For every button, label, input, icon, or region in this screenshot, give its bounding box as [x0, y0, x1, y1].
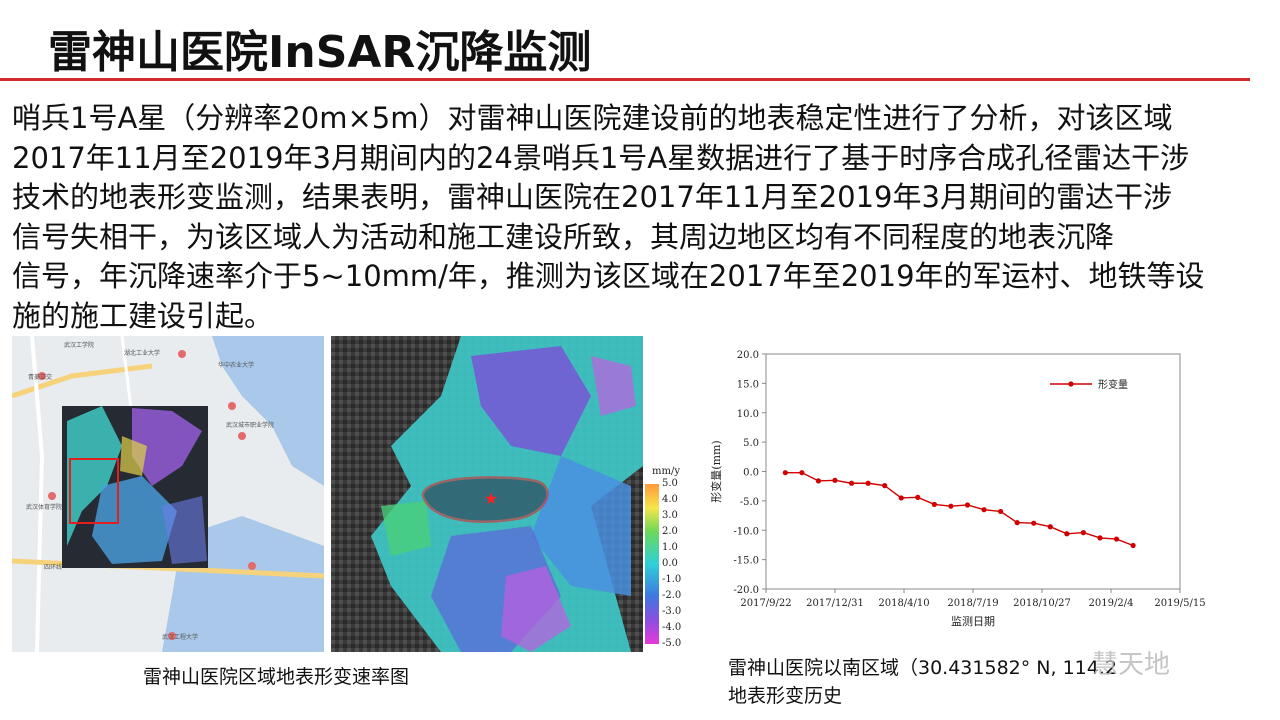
map-label: 武汉工程大学 — [162, 634, 199, 641]
colorbar-tick-label: 5.0 — [662, 478, 678, 489]
map-label: 武汉城市职业学院 — [226, 422, 275, 429]
data-point — [964, 502, 971, 508]
body-line: 施的施工建设引起。 — [12, 298, 274, 333]
body-line: 信号失相干，为该区域人为活动和施工建设所致，其周边地区均有不同程度的地表沉降 — [12, 219, 1115, 254]
data-point — [915, 494, 921, 500]
data-point — [1031, 520, 1037, 526]
colorbar-tick-label: 2.0 — [662, 526, 678, 537]
svg-text:★: ★ — [484, 489, 498, 508]
colorbar — [645, 484, 659, 644]
x-tick-label: 2018/7/19 — [947, 598, 998, 609]
map-label: 武汉体育学院 — [26, 504, 63, 511]
watermark: 慧天地 — [1092, 650, 1171, 680]
map-graphic — [12, 336, 324, 652]
data-point — [898, 495, 904, 501]
title-underline — [0, 78, 1250, 81]
data-point — [1014, 520, 1020, 526]
y-tick-label: -20.0 — [733, 585, 759, 596]
data-point — [815, 478, 822, 484]
body-line: 技术的地表形变监测，结果表明，雷神山医院在2017年11月至2019年3月期间的… — [12, 180, 1172, 214]
y-tick-label: 20.0 — [737, 350, 759, 361]
body-line: 2017年11月至2019年3月期间内的24景哨兵1号A星数据进行了基于时序合成… — [12, 140, 1190, 175]
data-point — [1113, 536, 1120, 542]
colorbar-tick-label: 1.0 — [662, 542, 678, 553]
body-text: 哨兵1号A星（分辨率20m×5m）对雷神山医院建设前的地表稳定性进行了分析，对该… — [12, 99, 1262, 336]
colorbar-tick-label: -4.0 — [662, 622, 682, 633]
colorbar-tick-label: 3.0 — [662, 510, 678, 521]
map-label: 四环线 — [44, 564, 63, 571]
body-line: 哨兵1号A星（分辨率20m×5m）对雷神山医院建设前的地表稳定性进行了分析，对该… — [12, 101, 1173, 135]
x-tick-label: 2017/12/31 — [806, 598, 864, 609]
area-map-image: 武汉工学院 湖北工业大学 青菱立交 华中农业大学 武汉城市职业学院 武汉体育学院… — [12, 336, 324, 652]
deformation-graphic: ★ — [331, 336, 643, 652]
x-tick-label: 2019/2/4 — [1089, 598, 1134, 609]
y-tick-label: 15.0 — [737, 379, 759, 390]
data-point — [882, 483, 888, 489]
right-figure-caption: 雷神山医院以南区域（30.431582° N, 114.2 地表形变历史 — [728, 654, 1117, 710]
slide-title: 雷神山医院InSAR沉降监测 — [48, 27, 592, 78]
legend-marker — [1068, 381, 1074, 387]
legend-label: 形变量 — [1098, 378, 1128, 391]
data-point — [931, 501, 937, 507]
y-tick-label: 0.0 — [743, 468, 759, 479]
y-tick-label: 5.0 — [743, 438, 759, 449]
colorbar-tick-label: -3.0 — [662, 606, 682, 617]
map-label: 华中农业大学 — [218, 362, 255, 369]
deformation-chart: 20.0 15.0 10.0 5.0 0.0 -5.0 -10.0 -15.0 -20.0 201… — [709, 350, 1206, 628]
colorbar-tick-label: 4.0 — [662, 494, 678, 505]
y-axis-label: 形变量(mm) — [709, 440, 723, 502]
y-tick-label: -15.0 — [733, 556, 759, 567]
colorbar-tick-label: -1.0 — [662, 574, 682, 585]
x-tick-label: 2018/10/27 — [1013, 598, 1071, 609]
data-point — [1080, 530, 1086, 536]
data-point — [998, 508, 1004, 515]
y-tick-label: -10.0 — [733, 526, 759, 537]
colorbar-tick-label: -2.0 — [662, 590, 682, 601]
data-point — [948, 503, 954, 509]
data-point — [848, 480, 855, 486]
body-line: 信号，年沉降速率介于5~10mm/年，推测为该区域在2017年至2019年的军运… — [12, 259, 1205, 293]
map-label: 武汉工学院 — [64, 342, 95, 349]
data-point — [1097, 535, 1103, 541]
deformation-rate-image: ★ — [331, 336, 643, 652]
data-point — [1047, 524, 1053, 530]
map-label: 青菱立交 — [28, 374, 53, 381]
x-axis-label: 监测日期 — [951, 615, 995, 628]
y-tick-label: 10.0 — [737, 409, 759, 420]
x-tick-label: 2018/4/10 — [878, 598, 929, 609]
y-tick-label: -5.0 — [740, 497, 759, 508]
data-point — [799, 470, 805, 476]
colorbar-tick-label: -5.0 — [662, 638, 682, 649]
data-point — [832, 477, 838, 483]
series-line — [785, 471, 1134, 547]
left-figure-caption: 雷神山医院区域地表形变速率图 — [143, 666, 410, 688]
colorbar-tick-label: 0.0 — [662, 558, 678, 569]
colorbar-unit: mm/y — [652, 466, 680, 477]
right-caption-line2: 地表形变历史 — [728, 685, 843, 707]
x-tick-label: 2017/9/22 — [740, 598, 791, 609]
data-point — [1064, 531, 1070, 537]
right-caption-line1: 雷神山医院以南区域（30.431582° N, 114.2 — [728, 657, 1117, 679]
x-tick-label: 2019/5/15 — [1154, 598, 1205, 609]
data-point — [865, 480, 871, 486]
data-point — [981, 507, 987, 513]
data-point — [1130, 542, 1136, 549]
data-point — [782, 470, 788, 476]
map-label: 湖北工业大学 — [124, 350, 161, 357]
